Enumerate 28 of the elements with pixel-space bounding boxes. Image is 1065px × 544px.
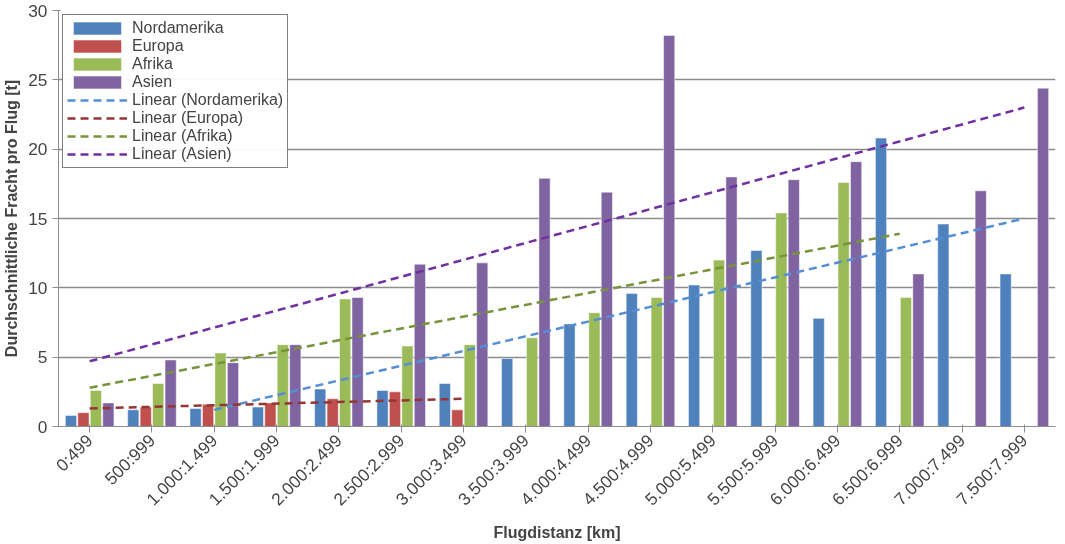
y-axis-title: Durchschnittliche Fracht pro Flug [t] bbox=[3, 79, 21, 358]
legend-label: Asien bbox=[132, 73, 173, 91]
bar bbox=[501, 358, 514, 427]
legend-label: Linear (Nordamerika) bbox=[132, 91, 284, 109]
legend-label: Linear (Afrika) bbox=[132, 127, 233, 145]
bar bbox=[563, 323, 576, 427]
legend-label: Linear (Europa) bbox=[132, 109, 244, 127]
bar bbox=[688, 284, 700, 427]
y-tick-label: 15 bbox=[28, 208, 48, 229]
bar bbox=[812, 318, 825, 427]
bar bbox=[1037, 87, 1049, 427]
y-tick-label: 5 bbox=[37, 347, 48, 368]
bar bbox=[875, 137, 887, 427]
bar bbox=[974, 190, 987, 427]
legend-label: Afrika bbox=[132, 55, 173, 73]
y-tick-label: 0 bbox=[37, 416, 48, 437]
bar bbox=[999, 273, 1012, 427]
y-tick-label: 30 bbox=[28, 0, 48, 21]
y-tick-label: 25 bbox=[28, 69, 48, 90]
bar bbox=[750, 250, 763, 427]
y-tick-label: 20 bbox=[28, 139, 48, 160]
legend-label: Europa bbox=[132, 37, 184, 55]
legend-label: Nordamerika bbox=[132, 19, 224, 37]
legend-label: Linear (Asien) bbox=[132, 145, 232, 163]
bar bbox=[625, 293, 638, 427]
bar bbox=[937, 223, 950, 427]
x-axis-title: Flugdistanz [km] bbox=[493, 524, 621, 542]
y-tick-label: 10 bbox=[28, 277, 48, 298]
